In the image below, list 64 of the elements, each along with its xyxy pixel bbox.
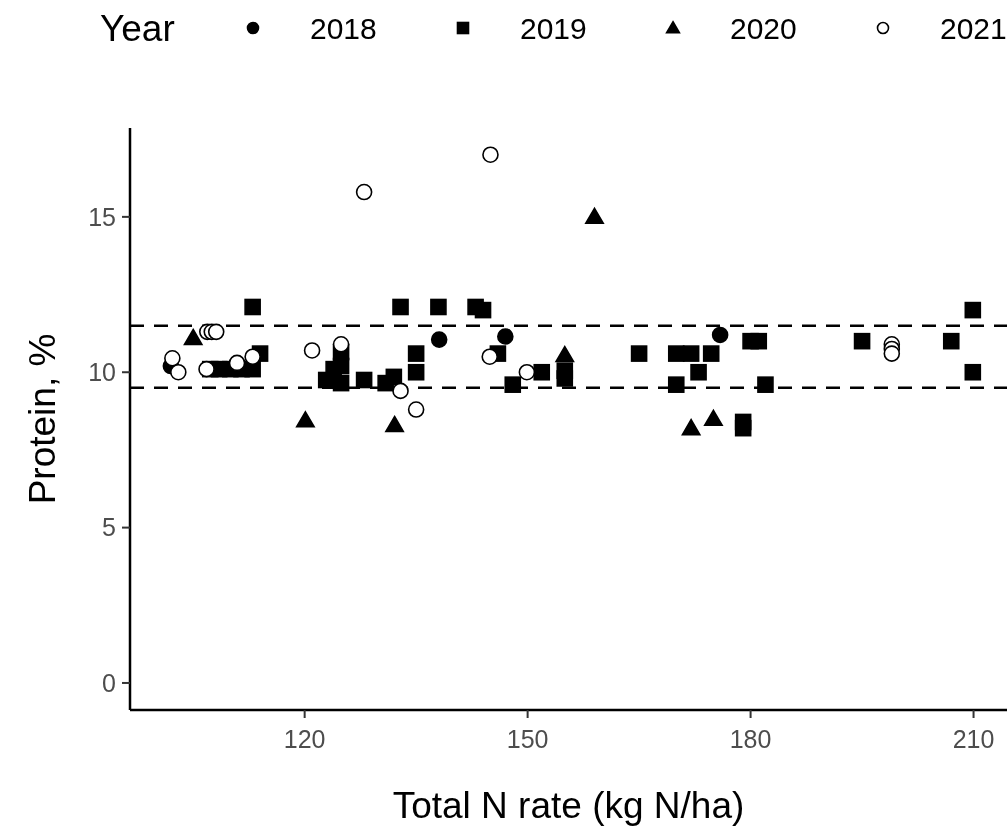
legend-label: 2019 [520, 11, 587, 45]
y-axis-title: Protein, % [22, 333, 63, 505]
point [355, 183, 373, 201]
point [734, 413, 752, 431]
point [585, 207, 605, 225]
point [244, 348, 261, 365]
y-tick-label: 0 [102, 668, 116, 697]
point [183, 328, 203, 346]
point [555, 345, 575, 363]
point [750, 332, 768, 350]
point [244, 298, 261, 316]
point [883, 345, 901, 362]
point [317, 371, 335, 389]
point [667, 345, 685, 362]
point [481, 348, 499, 365]
point [504, 376, 522, 393]
point [757, 376, 774, 393]
point [164, 349, 181, 367]
y-tick-label: 15 [88, 202, 116, 231]
point [556, 370, 574, 387]
point [198, 360, 215, 378]
point [228, 354, 246, 372]
point [853, 332, 871, 350]
point [392, 298, 409, 316]
y-tick-label: 5 [102, 513, 116, 542]
point [711, 326, 729, 344]
point [474, 301, 492, 319]
x-tick-label: 120 [283, 725, 326, 753]
point [682, 345, 700, 362]
point [630, 345, 648, 362]
legend-label: 2021 [940, 11, 1007, 45]
point [430, 331, 448, 348]
point [385, 415, 405, 433]
point [964, 363, 982, 381]
x-tick-label: 150 [506, 725, 549, 753]
point [703, 409, 723, 427]
point [667, 376, 685, 393]
point [207, 323, 225, 341]
point [497, 328, 514, 345]
point [942, 332, 960, 350]
point [690, 363, 707, 381]
point [407, 401, 425, 418]
point [332, 335, 350, 353]
point [407, 363, 425, 381]
point [407, 345, 425, 362]
y-tick-label: 10 [88, 357, 116, 386]
point [482, 146, 499, 164]
x-axis-title: Total N rate (kg N/ha) [392, 785, 745, 826]
point [964, 301, 982, 319]
point [392, 382, 409, 400]
x-tick-label: 210 [952, 725, 995, 753]
point [702, 345, 720, 362]
legend-label: 2020 [730, 11, 797, 45]
x-tick-label: 180 [729, 725, 772, 753]
point [430, 298, 447, 316]
legend-label: 2018 [310, 11, 377, 45]
point [518, 363, 536, 381]
point [533, 363, 551, 381]
point [355, 371, 373, 389]
legend-title: Year [100, 7, 175, 49]
point [170, 363, 187, 381]
point [303, 342, 321, 359]
point [681, 418, 701, 436]
point [295, 411, 315, 428]
